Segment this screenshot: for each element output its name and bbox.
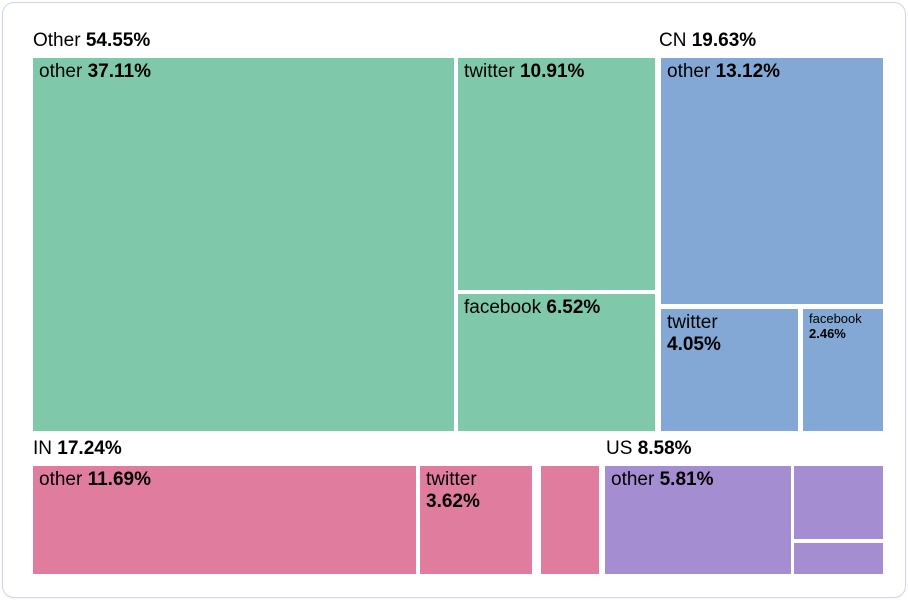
group-header-cn: CN 19.63% — [659, 30, 756, 52]
treemap-cell-in-twitter[interactable]: twitter 3.62% — [420, 466, 532, 574]
group-label: US — [606, 438, 633, 459]
treemap-cell-other-facebook[interactable]: facebook 6.52% — [458, 294, 655, 431]
cell-label: facebook — [464, 297, 542, 318]
cell-value: 13.12% — [715, 61, 781, 82]
cell-value: 4.05% — [667, 333, 721, 355]
group-header-us: US 8.58% — [606, 438, 692, 460]
cell-value: 3.62% — [426, 490, 480, 512]
group-value: 54.55% — [85, 30, 151, 51]
cell-value: 11.69% — [87, 469, 151, 490]
cell-value: 6.52% — [546, 297, 601, 318]
cell-label: twitter — [464, 61, 515, 82]
treemap-cell-other-other[interactable]: other 37.11% — [33, 58, 454, 431]
treemap-cell-in-facebook[interactable] — [541, 466, 599, 574]
treemap-cell-us-other[interactable]: other 5.81% — [605, 466, 791, 574]
cell-label: twitter — [426, 469, 477, 490]
group-label: CN — [659, 30, 687, 51]
treemap-cell-us-facebook[interactable] — [794, 543, 883, 574]
cell-value: 2.46% — [809, 325, 846, 341]
treemap-cell-other-twitter[interactable]: twitter 10.91% — [458, 58, 655, 290]
treemap-cell-us-twitter[interactable] — [794, 466, 883, 539]
group-value: 17.24% — [57, 438, 122, 459]
treemap-cell-cn-other[interactable]: other 13.12% — [661, 58, 883, 304]
cell-value: 5.81% — [659, 469, 714, 490]
treemap-cell-cn-facebook[interactable]: facebook 2.46% — [803, 309, 883, 431]
group-label: IN — [33, 438, 52, 459]
cell-label: other — [39, 61, 83, 82]
cell-value: 37.11% — [87, 61, 151, 82]
cell-label: other — [39, 469, 83, 490]
cell-label: other — [611, 469, 655, 490]
treemap-cell-cn-twitter[interactable]: twitter 4.05% — [661, 309, 798, 431]
group-value: 19.63% — [691, 30, 757, 51]
group-header-in: IN 17.24% — [33, 438, 122, 460]
treemap-chart: Other 54.55% other 37.11% twitter 10.91% fa… — [3, 3, 905, 597]
group-label: Other — [33, 30, 81, 51]
cell-value: 10.91% — [519, 61, 585, 82]
treemap-cell-in-other[interactable]: other 11.69% — [33, 466, 416, 574]
cell-label: other — [667, 61, 711, 82]
cell-label: facebook — [809, 311, 862, 326]
group-value: 8.58% — [637, 438, 692, 459]
cell-label: twitter — [667, 312, 718, 333]
group-header-other: Other 54.55% — [33, 30, 150, 52]
